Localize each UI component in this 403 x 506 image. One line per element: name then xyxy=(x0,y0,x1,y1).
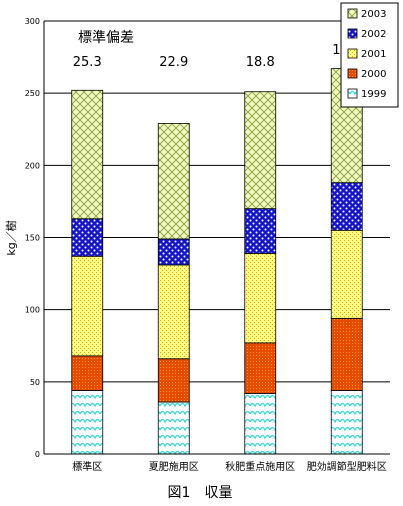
bar-segment-2003 xyxy=(157,123,190,240)
bar-segment-2001 xyxy=(157,264,190,360)
category-label: 夏肥施用区 xyxy=(149,460,199,473)
bar-segment-1999 xyxy=(157,401,190,455)
bar-segment-2001 xyxy=(244,252,277,344)
bar-segment-2001 xyxy=(71,255,104,357)
legend-label: 2000 xyxy=(361,69,386,80)
bar-segment-1999 xyxy=(71,390,104,455)
category-label: 標準区 xyxy=(72,460,102,473)
bar-segment-2003 xyxy=(244,91,277,210)
bar-segment-2000 xyxy=(330,317,363,391)
figure-caption: 図1 収量 xyxy=(168,485,233,501)
bar-segment-2002 xyxy=(244,208,277,254)
bar-segment-2002 xyxy=(157,238,190,266)
y-tick-label: 150 xyxy=(25,234,40,243)
category-label: 秋肥重点施用区 xyxy=(225,460,295,473)
legend-label: 2001 xyxy=(361,49,386,60)
legend-label: 1999 xyxy=(361,89,386,100)
y-tick-label: 200 xyxy=(25,161,40,170)
bar-segment-2002 xyxy=(71,218,104,257)
std-dev-value: 25.3 xyxy=(73,55,102,70)
category-label: 肥効調節型肥料区 xyxy=(307,460,387,473)
bar-segment-2000 xyxy=(157,358,190,403)
bar-segment-2001 xyxy=(330,229,363,319)
legend-swatch-2002 xyxy=(347,28,358,39)
y-tick-labels: 0 50 100 150 200 250 300 xyxy=(25,17,40,459)
bar-segment-2003 xyxy=(71,89,104,220)
std-dev-value: 18.8 xyxy=(246,55,275,70)
bar-stacks xyxy=(71,68,363,455)
y-axis-label: kg／樹 xyxy=(5,220,18,255)
annotation-title: 標準偏差 xyxy=(78,30,134,46)
legend-swatch-2001 xyxy=(347,48,358,59)
bar-segment-1999 xyxy=(244,392,277,455)
axes xyxy=(43,21,390,455)
bar-segment-1999 xyxy=(330,390,363,455)
legend-swatch-2000 xyxy=(347,68,358,79)
y-tick-label: 300 xyxy=(25,17,40,26)
y-tick-label: 250 xyxy=(25,89,40,98)
legend-label: 2002 xyxy=(361,29,386,40)
legend-label: 2003 xyxy=(361,9,386,20)
std-dev-value: 22.9 xyxy=(159,55,188,70)
bar-segment-2002 xyxy=(330,182,363,231)
y-tick-label: 0 xyxy=(35,450,40,459)
legend: 2003 2002 2001 2000 1999 xyxy=(340,2,399,108)
legend-swatch-1999 xyxy=(347,88,358,99)
bar-segment-2000 xyxy=(71,355,104,391)
legend-swatch-2003 xyxy=(347,8,358,19)
y-tick-label: 50 xyxy=(30,378,40,387)
y-tick-label: 100 xyxy=(25,306,40,315)
bar-segment-2000 xyxy=(244,342,277,394)
category-labels: 標準区 夏肥施用区 秋肥重点施用区 肥効調節型肥料区 xyxy=(72,460,387,473)
